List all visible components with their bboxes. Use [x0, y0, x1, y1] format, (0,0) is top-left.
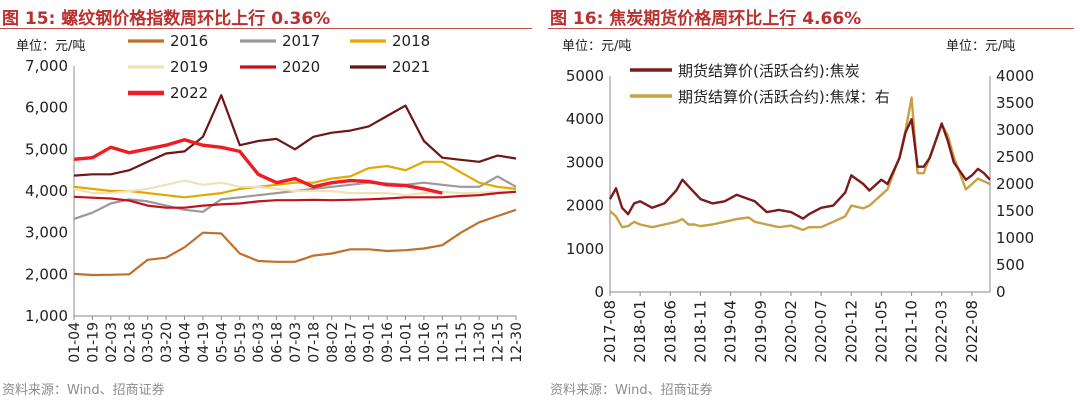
right-y-right-tick-label: 3500: [996, 94, 1034, 112]
left-y-tick-label: 4,000: [25, 182, 68, 200]
left-x-tick-label: 01-19: [85, 322, 101, 363]
left-x-tick-label: 09-16: [380, 322, 396, 363]
right-x-tick-label: 2018-11: [691, 300, 709, 363]
right-x-tick-label: 2021-10: [903, 300, 921, 363]
rebar-price-chart: 单位：元/吨 1,000 2,000 3,000 4,000 5,000 6,000 7,00…: [16, 32, 525, 363]
series-line-2020: [73, 190, 517, 209]
legend-label-coke: 期货结算价(活跃合约):焦炭: [678, 62, 860, 80]
left-title-rule: [0, 28, 532, 29]
left-x-tick-label: 06-03: [251, 322, 267, 363]
left-y-tick-label: 3,000: [25, 224, 68, 242]
left-x-tick-label: 04-19: [196, 322, 212, 363]
right-title-rule: [548, 28, 1074, 29]
right-y-left-tick-label: 4000: [566, 110, 604, 128]
left-chart-panel: 图 15: 螺纹钢价格指数周环比上行 0.36% 单位：元/吨 1,000 2,00…: [0, 0, 538, 402]
legend-label-coking-coal: 期货结算价(活跃合约):焦煤：右: [678, 88, 890, 106]
left-y-tick-label: 1,000: [25, 307, 68, 325]
right-chart-title: 图 16: 焦炭期货价格周环比上行 4.66%: [550, 9, 862, 29]
right-y-left-tick-label: 5000: [566, 67, 604, 85]
left-x-tick-label: 08-02: [325, 322, 341, 363]
legend-label-2017: 2017: [282, 32, 320, 50]
left-x-tick-label: 02-03: [104, 322, 120, 363]
right-y-right-tick-label: 0: [996, 283, 1006, 301]
left-y-tick-label: 2,000: [25, 265, 68, 283]
right-y-left-tick-label: 1000: [566, 240, 604, 258]
left-x-tick-label: 09-01: [362, 322, 378, 363]
left-x-tick-label: 07-03: [288, 322, 304, 363]
legend-label-2016: 2016: [170, 32, 208, 50]
right-x-tick-label: 2020-02: [782, 300, 800, 363]
left-y-tick-label: 5,000: [25, 140, 68, 158]
right-x-tick-label: 2020-07: [812, 300, 830, 363]
legend-label-2018: 2018: [392, 32, 430, 50]
right-x-tick-label: 2022-08: [963, 300, 981, 363]
left-y-tick-label: 7,000: [25, 57, 68, 75]
series-line-2021: [73, 94, 517, 177]
right-x-tick-label: 2019-04: [722, 300, 740, 363]
left-y-tick-label: 6,000: [25, 99, 68, 117]
right-y-left-tick-label: 3000: [566, 153, 604, 171]
right-x-tick-label: 2017-08: [601, 300, 619, 363]
left-x-tick-label: 10-31: [435, 322, 451, 363]
right-chart-panel: 图 16: 焦炭期货价格周环比上行 4.66% 单位：元/吨 单位：元/吨 0 100…: [548, 0, 1080, 402]
right-source-note: 资料来源：Wind、招商证券: [550, 383, 713, 398]
series-line-2016: [73, 208, 517, 277]
right-x-tick-label: 2018-01: [631, 300, 649, 363]
left-x-tick-label: 05-04: [214, 322, 230, 363]
right-y-right-tick-label: 500: [996, 256, 1025, 274]
left-source-note: 资料来源：Wind、招商证券: [2, 383, 165, 398]
left-unit-label: 单位：元/吨: [16, 39, 85, 54]
left-x-tick-label: 12-30: [509, 322, 525, 363]
right-x-tick-label: 2021-05: [872, 300, 890, 363]
left-x-tick-label: 04-04: [178, 322, 194, 363]
right-y-right-tick-label: 2500: [996, 148, 1034, 166]
left-x-tick-label: 05-19: [233, 322, 249, 363]
series-line-2022: [73, 138, 443, 195]
left-x-tick-label: 02-18: [122, 322, 138, 363]
left-x-tick-label: 10-16: [417, 322, 433, 363]
right-y-left-tick-label: 2000: [566, 197, 604, 215]
left-x-tick-label: 01-04: [67, 322, 83, 363]
left-chart-title: 图 15: 螺纹钢价格指数周环比上行 0.36%: [2, 9, 331, 29]
right-y-right-tick-label: 4000: [996, 67, 1034, 85]
right-x-tick-label: 2019-09: [752, 300, 770, 363]
right-y-left-tick-label: 0: [594, 283, 604, 301]
left-x-tick-label: 03-05: [141, 322, 157, 363]
right-y-right-tick-label: 1500: [996, 202, 1034, 220]
left-x-tick-label: 11-15: [454, 322, 470, 363]
left-x-tick-label: 12-15: [491, 322, 507, 363]
right-x-tick-label: 2020-12: [842, 300, 860, 363]
series-line-coking-coal: [609, 96, 991, 232]
left-x-tick-label: 08-17: [343, 322, 359, 363]
right-y-right-tick-label: 1000: [996, 229, 1034, 247]
right-y-right-tick-label: 2000: [996, 175, 1034, 193]
coke-futures-chart: 单位：元/吨 单位：元/吨 0 1000 2000 3000 4000 5000 0 500 100…: [562, 39, 1034, 363]
legend-label-2022: 2022: [170, 84, 208, 102]
legend-label-2021: 2021: [392, 58, 430, 76]
left-x-tick-label: 03-20: [159, 322, 175, 363]
right-unit-left: 单位：元/吨: [562, 39, 631, 54]
series-line-2018: [73, 160, 517, 199]
right-x-tick-label: 2018-06: [661, 300, 679, 363]
legend-label-2020: 2020: [282, 58, 320, 76]
right-unit-right: 单位：元/吨: [946, 39, 1015, 54]
right-x-tick-label: 2022-03: [933, 300, 951, 363]
right-y-right-tick-label: 3000: [996, 121, 1034, 139]
left-x-tick-label: 06-18: [270, 322, 286, 363]
left-x-tick-label: 07-18: [306, 322, 322, 363]
series-line-coke: [608, 118, 991, 220]
legend-label-2019: 2019: [170, 58, 208, 76]
left-x-tick-label: 11-30: [472, 322, 488, 363]
left-x-tick-label: 10-01: [399, 322, 415, 363]
